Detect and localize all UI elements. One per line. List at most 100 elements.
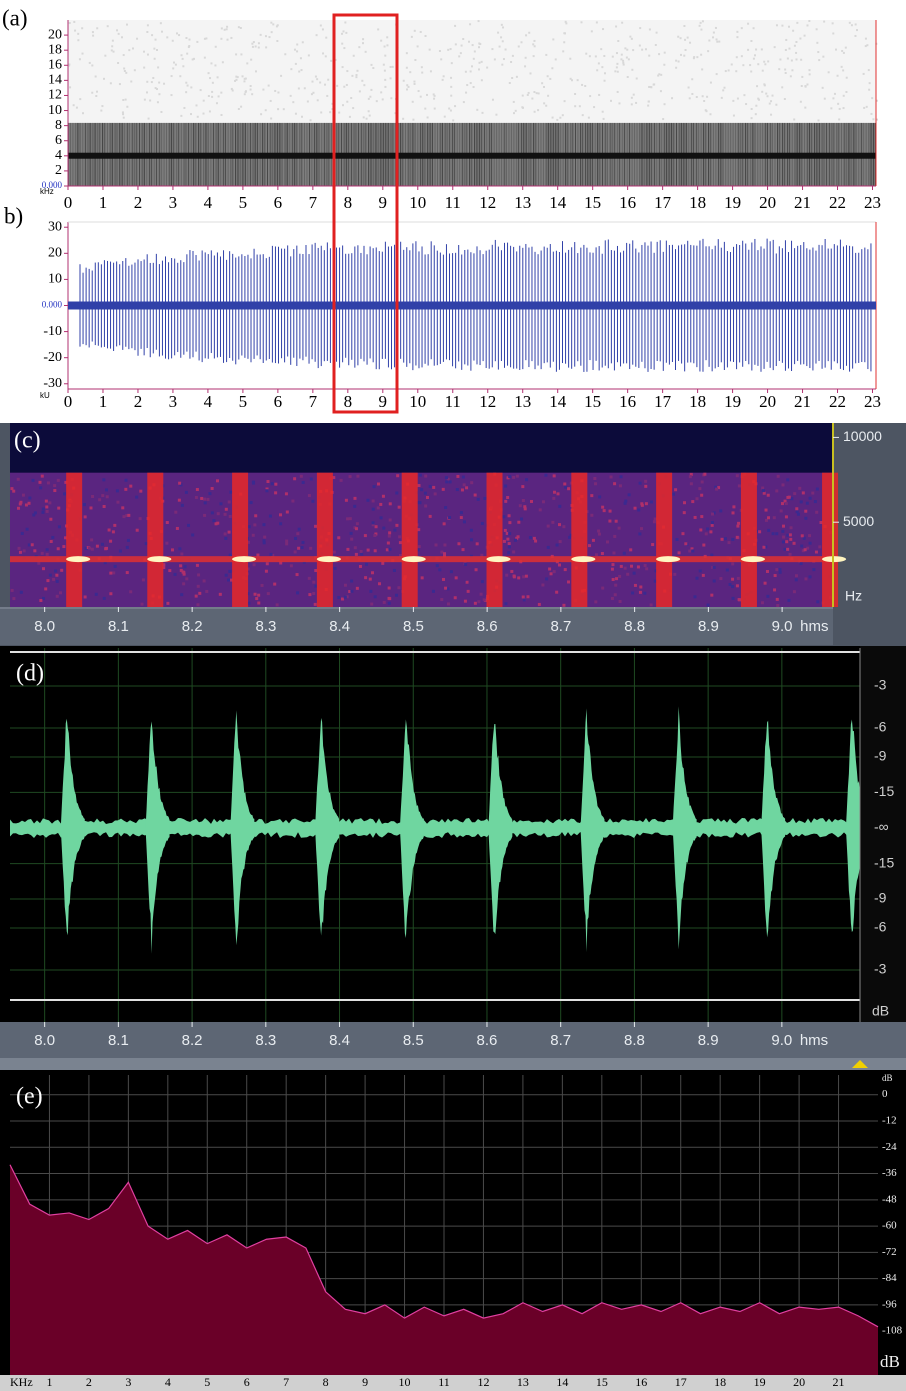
texture (448, 107, 451, 110)
texture (418, 501, 422, 505)
texture (220, 37, 223, 40)
texture (296, 50, 299, 53)
texture (125, 545, 129, 549)
x-tick-label: 7 (283, 1375, 289, 1389)
texture (90, 547, 94, 551)
texture (214, 64, 217, 67)
texture (698, 487, 702, 491)
texture (361, 42, 364, 45)
pulse (580, 708, 605, 953)
texture (593, 477, 597, 481)
texture (33, 511, 37, 515)
texture (788, 533, 792, 537)
texture (480, 521, 484, 525)
texture (643, 591, 647, 595)
texture (449, 109, 452, 112)
texture (764, 518, 768, 522)
texture (779, 58, 782, 61)
texture (91, 31, 94, 34)
marker (852, 1060, 868, 1068)
texture (77, 39, 80, 42)
texture (191, 533, 195, 537)
texture (371, 521, 375, 525)
texture (151, 34, 154, 37)
texture (808, 73, 811, 76)
texture (174, 63, 177, 66)
texture (395, 523, 399, 527)
texture (367, 110, 370, 113)
texture (83, 595, 87, 599)
texture (424, 504, 428, 508)
texture (712, 31, 715, 34)
texture (208, 110, 211, 113)
texture (211, 90, 214, 93)
texture (875, 118, 878, 121)
texture (475, 542, 479, 546)
texture (520, 41, 523, 44)
y-tick-label: 12 (48, 88, 62, 103)
texture (297, 546, 301, 550)
texture (446, 477, 450, 481)
texture (185, 577, 189, 581)
texture (691, 549, 695, 553)
texture (184, 490, 188, 494)
texture (631, 591, 635, 595)
texture (45, 509, 49, 513)
texture (866, 44, 869, 47)
texture (801, 549, 805, 553)
texture (341, 42, 344, 45)
texture (152, 76, 155, 79)
texture (788, 552, 792, 556)
texture (703, 99, 706, 102)
texture (315, 34, 318, 37)
texture (183, 106, 186, 109)
texture (276, 39, 279, 42)
texture (659, 90, 662, 93)
texture (249, 501, 253, 505)
texture (433, 97, 436, 100)
texture (203, 37, 206, 40)
texture (232, 556, 257, 563)
texture (656, 556, 681, 563)
texture (166, 36, 169, 39)
y-tick-label: -20 (43, 350, 62, 365)
texture (383, 45, 386, 48)
x-tick-label: 14 (549, 392, 567, 411)
y-tick-label: -60 (882, 1220, 897, 1232)
texture (719, 577, 723, 581)
texture (447, 48, 450, 51)
y-tick-label: 20 (48, 246, 62, 261)
texture (618, 484, 622, 488)
texture (440, 550, 444, 554)
pulse (66, 472, 83, 607)
texture (91, 495, 95, 499)
texture (601, 586, 605, 590)
texture (804, 106, 807, 109)
texture (264, 35, 267, 38)
texture (805, 501, 809, 505)
texture (428, 484, 432, 488)
texture (135, 528, 139, 532)
texture (265, 489, 269, 493)
texture (260, 113, 263, 116)
texture (558, 523, 562, 527)
texture (508, 521, 512, 525)
texture (433, 107, 436, 110)
texture (773, 46, 776, 49)
texture (630, 103, 633, 106)
x-tick-label: 23 (864, 392, 881, 411)
texture (827, 71, 830, 74)
texture (620, 53, 623, 56)
texture (195, 488, 199, 492)
texture (334, 58, 337, 61)
texture (109, 539, 113, 543)
x-tick-label: 9 (362, 1375, 368, 1389)
texture (590, 30, 593, 33)
texture (452, 119, 455, 122)
texture (309, 546, 313, 550)
texture (775, 24, 778, 27)
texture (277, 91, 280, 94)
texture (618, 574, 622, 578)
texture (146, 80, 149, 83)
x-tick-label: 3 (169, 193, 178, 212)
